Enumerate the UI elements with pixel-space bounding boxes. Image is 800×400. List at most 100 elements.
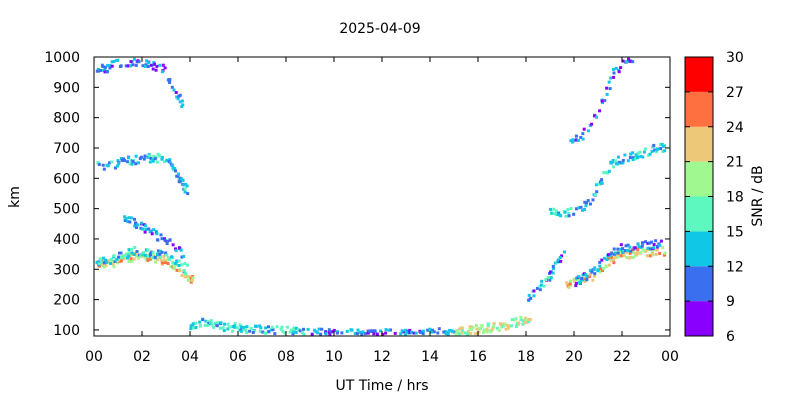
echo-cell bbox=[109, 262, 113, 265]
echo-cell bbox=[131, 160, 135, 164]
echo-cell bbox=[507, 326, 510, 330]
y-tick-label: 200 bbox=[53, 293, 80, 309]
echo-cell bbox=[320, 327, 324, 331]
echo-cell bbox=[619, 243, 623, 247]
echo-cell bbox=[130, 259, 134, 263]
echo-cell bbox=[630, 248, 634, 252]
echo-cell bbox=[146, 61, 150, 65]
echo-cell bbox=[614, 159, 618, 163]
echo-cell bbox=[97, 262, 101, 266]
echo-cell bbox=[623, 153, 627, 157]
echo-cell bbox=[127, 254, 131, 258]
echo-cell bbox=[384, 328, 388, 332]
echo-trace bbox=[95, 57, 185, 108]
echo-cell bbox=[593, 274, 597, 278]
echo-cell bbox=[131, 63, 135, 67]
echo-cell bbox=[126, 160, 130, 164]
echo-cell bbox=[641, 248, 645, 252]
echo-cell bbox=[621, 159, 625, 162]
echo-cell bbox=[599, 267, 603, 271]
colorbar-tick-label: 24 bbox=[726, 120, 744, 136]
echo-cell bbox=[132, 57, 136, 61]
echo-cell bbox=[160, 70, 164, 74]
echo-cell bbox=[584, 273, 588, 277]
echo-cell bbox=[585, 277, 589, 281]
echo-cell bbox=[586, 129, 590, 133]
echo-cell bbox=[489, 330, 493, 334]
echo-cell bbox=[360, 332, 364, 336]
echo-cell bbox=[185, 184, 189, 188]
echo-cell bbox=[616, 247, 620, 251]
echo-cell bbox=[186, 192, 190, 196]
echo-cell bbox=[267, 325, 270, 329]
echo-cell bbox=[206, 320, 210, 324]
echo-cell bbox=[174, 247, 177, 251]
echo-cell bbox=[631, 158, 635, 162]
echo-cell bbox=[563, 250, 566, 254]
echo-cell bbox=[598, 182, 602, 186]
echo-cell bbox=[432, 330, 436, 334]
echo-cell bbox=[565, 281, 569, 285]
echo-cell bbox=[631, 60, 635, 64]
echo-cell bbox=[155, 232, 159, 236]
echo-cell bbox=[448, 328, 451, 332]
echo-cell bbox=[119, 259, 123, 263]
echo-cell bbox=[123, 219, 127, 222]
echo-cell bbox=[628, 251, 632, 255]
echo-cell bbox=[604, 264, 608, 268]
y-tick-label: 1000 bbox=[44, 50, 80, 66]
echo-cell bbox=[177, 246, 181, 250]
colorbar-tick-label: 18 bbox=[726, 190, 744, 206]
echo-cell bbox=[639, 251, 643, 255]
echo-cell bbox=[132, 257, 136, 261]
echo-cell bbox=[163, 261, 167, 265]
echo-cell bbox=[165, 253, 169, 257]
echo-cell bbox=[155, 160, 159, 164]
echo-cell bbox=[647, 153, 650, 157]
echo-cell bbox=[239, 325, 243, 329]
echo-cell bbox=[540, 279, 544, 283]
echo-cell bbox=[102, 167, 106, 171]
echo-cell bbox=[168, 258, 171, 261]
echo-cell bbox=[146, 155, 150, 159]
echo-cell bbox=[607, 169, 611, 173]
echo-cell bbox=[629, 249, 633, 253]
echo-cell bbox=[314, 330, 318, 334]
echo-cell bbox=[198, 320, 202, 324]
echo-cell bbox=[581, 137, 585, 141]
echo-cell bbox=[429, 330, 433, 334]
x-axis: 00 02 04 06 08 10 12 14 16 18 20 22 00 bbox=[85, 57, 679, 365]
echo-cell bbox=[110, 160, 114, 164]
echo-cell bbox=[593, 193, 597, 197]
echo-cell bbox=[651, 251, 654, 255]
echo-cell bbox=[159, 258, 163, 262]
echo-cell bbox=[180, 105, 184, 108]
echo-cell bbox=[163, 239, 167, 243]
echo-cell bbox=[638, 150, 642, 154]
echo-cell bbox=[371, 330, 375, 333]
data-layer bbox=[95, 57, 667, 336]
echo-cell bbox=[178, 269, 182, 273]
echo-cell bbox=[335, 331, 339, 335]
x-tick-label: 08 bbox=[277, 349, 295, 365]
echo-cell bbox=[654, 150, 658, 154]
echo-cell bbox=[173, 266, 177, 270]
echo-cell bbox=[143, 154, 147, 158]
echo-cell bbox=[625, 255, 628, 259]
echo-cell bbox=[641, 155, 645, 159]
x-axis-label: UT Time / hrs bbox=[335, 378, 428, 394]
echo-cell bbox=[174, 249, 178, 253]
y-axis-label: km bbox=[7, 186, 23, 208]
echo-cell bbox=[177, 172, 180, 176]
echo-cell bbox=[136, 256, 140, 260]
colorbar-tick-label: 27 bbox=[726, 85, 744, 101]
echo-cell bbox=[235, 326, 239, 330]
echo-cell bbox=[583, 280, 587, 284]
colorbar-band bbox=[685, 161, 713, 197]
echo-cell bbox=[602, 256, 606, 260]
echo-cell bbox=[551, 264, 555, 268]
echo-cell bbox=[490, 328, 494, 332]
x-tick-label: 00 bbox=[85, 349, 103, 365]
echo-cell bbox=[481, 331, 485, 334]
echo-cell bbox=[517, 321, 521, 325]
